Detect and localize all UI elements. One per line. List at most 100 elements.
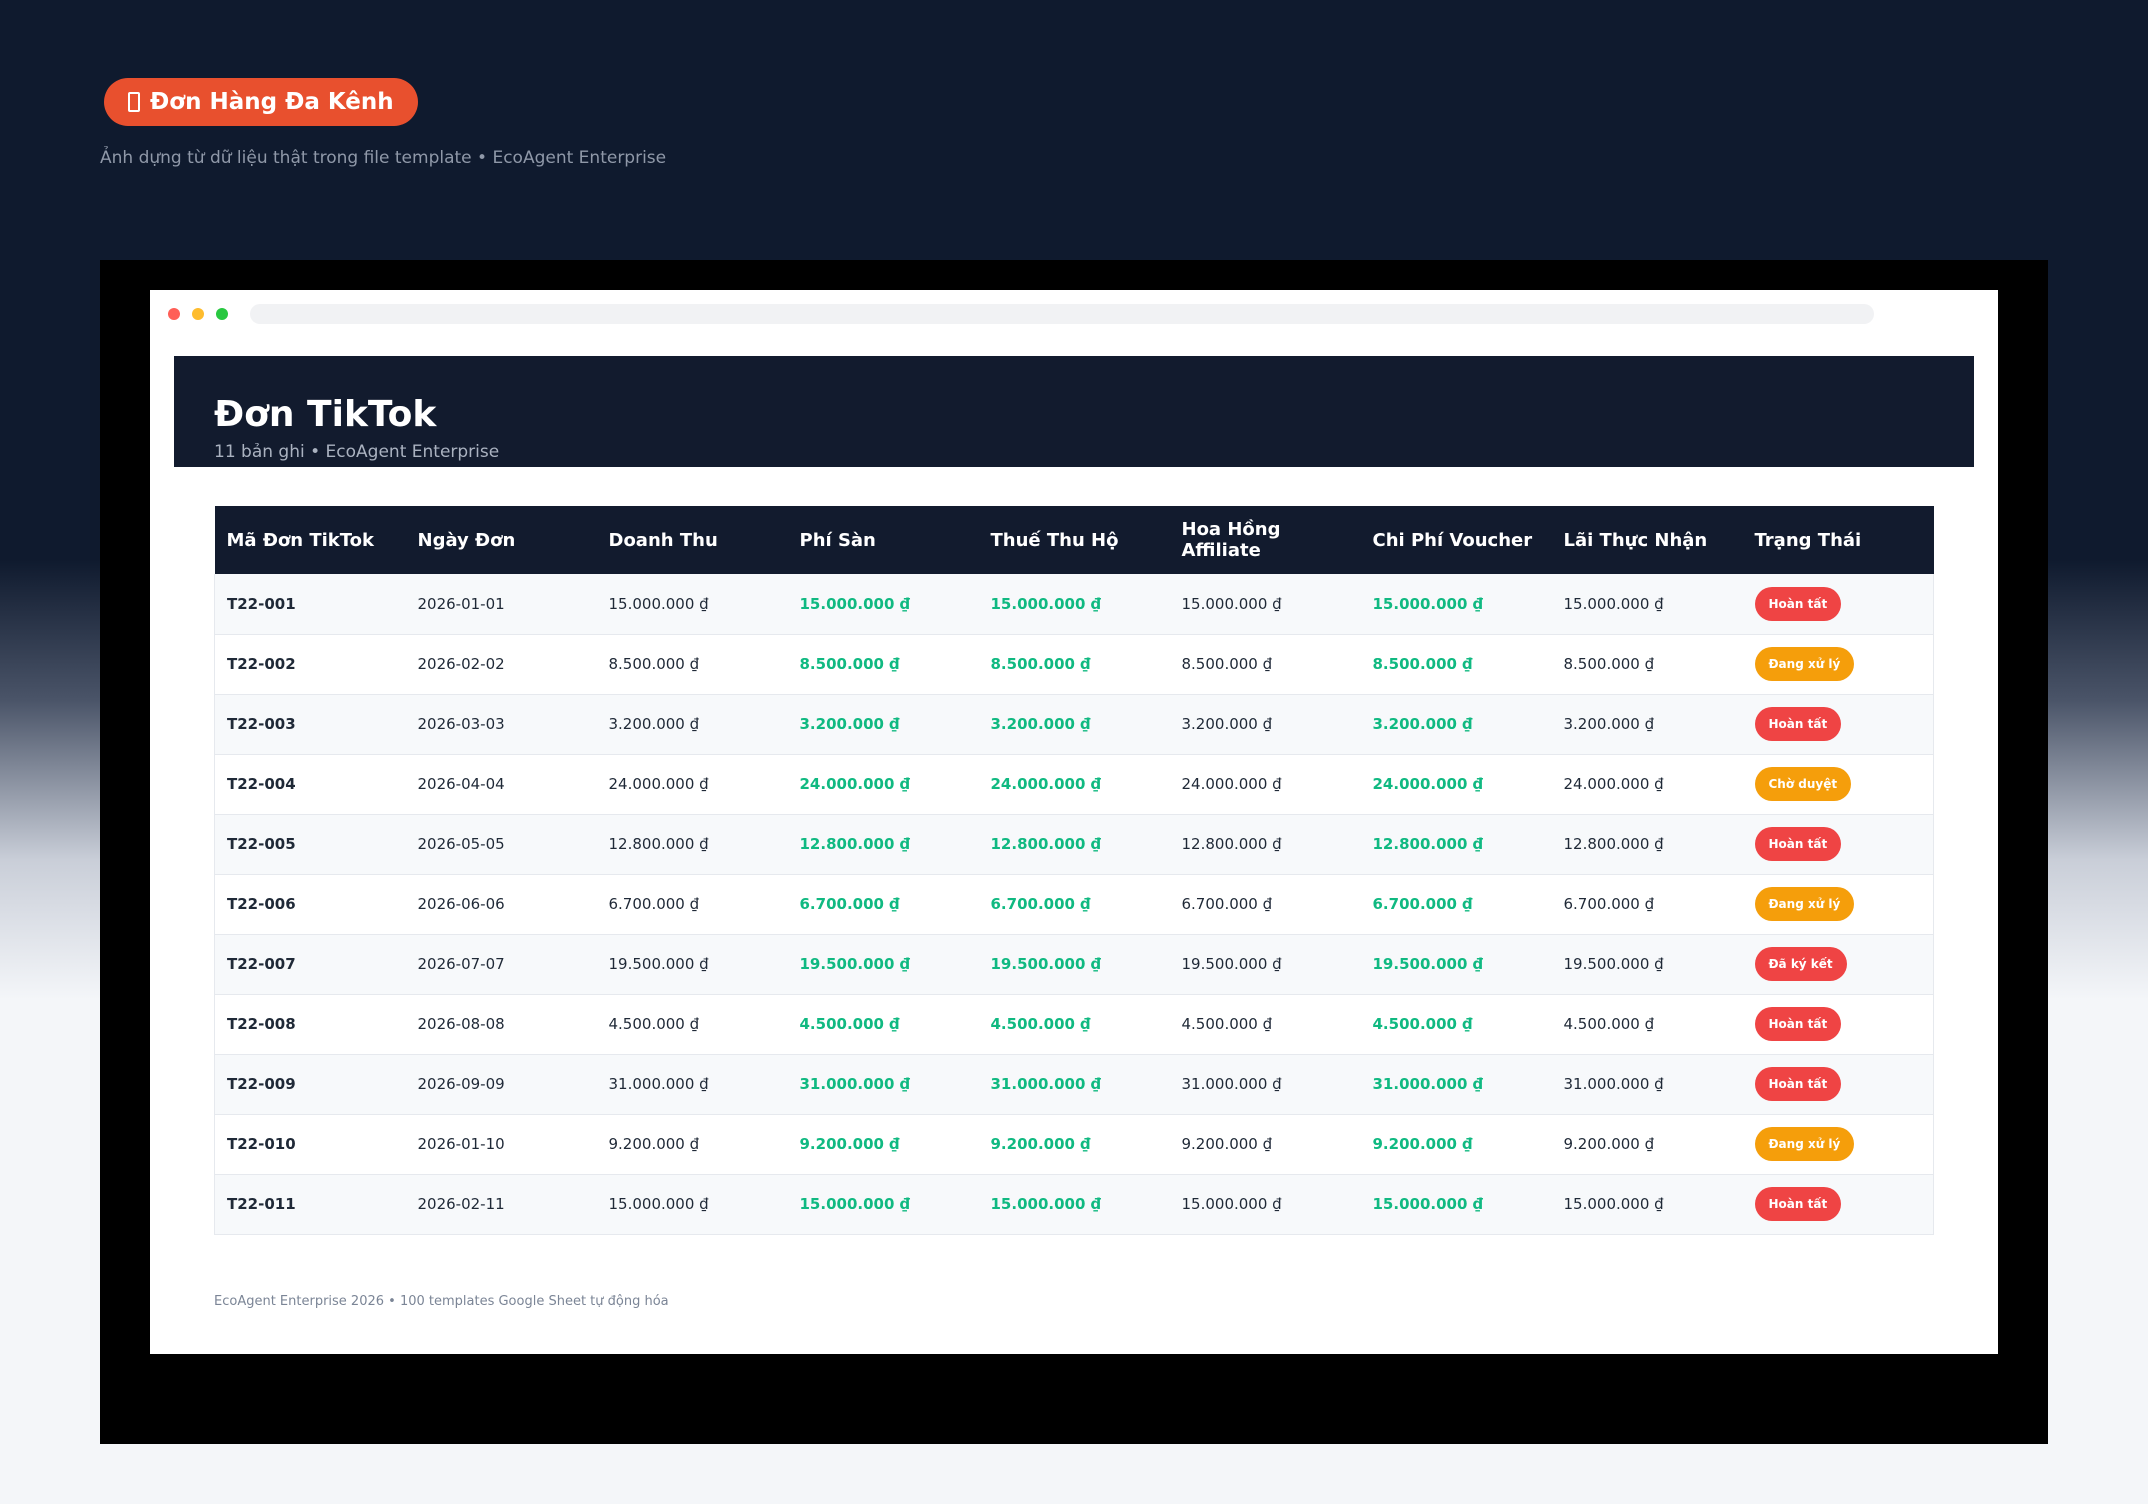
footer-note: EcoAgent Enterprise 2026 • 100 templates… (214, 1294, 669, 1309)
table-cell: T22-003 (214, 694, 406, 755)
status-badge: Hoàn tất (1754, 707, 1842, 741)
table-cell: 15.000.000 ₫ (1360, 1174, 1552, 1235)
status-badge: Đang xử lý (1754, 1127, 1855, 1161)
table-row[interactable]: T22-009 2026-09-09 31.000.000 ₫ 31.000.000 … (214, 1054, 1934, 1115)
table-cell: 3.200.000 ₫ (978, 694, 1170, 755)
table-cell: 15.000.000 ₫ (596, 1174, 788, 1235)
table-cell: 19.500.000 ₫ (978, 934, 1170, 995)
table-cell: 6.700.000 ₫ (596, 874, 788, 935)
table-cell: 24.000.000 ₫ (787, 754, 979, 815)
table-row[interactable]: T22-007 2026-07-07 19.500.000 ₫ 19.500.000 … (214, 934, 1934, 995)
table-cell: 15.000.000 ₫ (1551, 574, 1743, 635)
column-header[interactable]: Trạng Thái (1742, 506, 1934, 574)
table-cell: 31.000.000 ₫ (978, 1054, 1170, 1115)
table-cell: 6.700.000 ₫ (1360, 874, 1552, 935)
table-cell: T22-008 (214, 994, 406, 1055)
table-row[interactable]: T22-011 2026-02-11 15.000.000 ₫ 15.000.000 … (214, 1174, 1934, 1235)
table-row[interactable]: T22-002 2026-02-02 8.500.000 ₫ 8.500.000 ₫ 8… (214, 634, 1934, 695)
table-cell: Đã ký kết (1742, 934, 1934, 995)
table-cell: 6.700.000 ₫ (1551, 874, 1743, 935)
status-badge: Đang xử lý (1754, 647, 1855, 681)
table-cell: 4.500.000 ₫ (1360, 994, 1552, 1055)
table-cell: 8.500.000 ₫ (1360, 634, 1552, 695)
column-header[interactable]: Phí Sàn (787, 506, 979, 574)
table-cell: 3.200.000 ₫ (1360, 694, 1552, 755)
table-cell: 9.200.000 ₫ (596, 1114, 788, 1175)
status-badge: Chờ duyệt (1754, 767, 1852, 801)
table-cell: 8.500.000 ₫ (1551, 634, 1743, 695)
orders-table: Mã Đơn TikTok Ngày Đơn Doanh Thu Phí Sàn Thu… (214, 506, 1934, 1235)
table-cell: 31.000.000 ₫ (1169, 1054, 1361, 1115)
minimize-window-icon[interactable] (192, 308, 204, 320)
table-cell: 9.200.000 ₫ (978, 1114, 1170, 1175)
column-header[interactable]: Mã Đơn TikTok (214, 506, 406, 574)
status-badge: Đang xử lý (1754, 887, 1855, 921)
table-cell: Hoàn tất (1742, 574, 1934, 635)
banner-caption: Ảnh dựng từ dữ liệu thật trong file temp… (100, 148, 667, 168)
channel-badge: Đơn Hàng Đa Kênh (104, 78, 418, 126)
table-cell: Hoàn tất (1742, 994, 1934, 1055)
browser-window: Đơn TikTok 11 bản ghi • EcoAgent Enterpr… (150, 290, 1998, 1354)
table-cell: 31.000.000 ₫ (596, 1054, 788, 1115)
column-header[interactable]: Hoa Hồng Affiliate (1169, 506, 1361, 574)
table-cell: 12.800.000 ₫ (1360, 814, 1552, 875)
table-cell: T22-011 (214, 1174, 406, 1235)
table-cell: Chờ duyệt (1742, 754, 1934, 815)
table-cell: 2026-08-08 (405, 994, 597, 1055)
table-cell: T22-002 (214, 634, 406, 695)
table-cell: 31.000.000 ₫ (1360, 1054, 1552, 1115)
status-badge: Hoàn tất (1754, 586, 1842, 621)
table-cell: 15.000.000 ₫ (1551, 1174, 1743, 1235)
table-row[interactable]: T22-003 2026-03-03 3.200.000 ₫ 3.200.000 ₫ 3… (214, 694, 1934, 755)
table-cell: 12.800.000 ₫ (1551, 814, 1743, 875)
table-cell: 2026-02-02 (405, 634, 597, 695)
table-cell: 9.200.000 ₫ (1551, 1114, 1743, 1175)
close-window-icon[interactable] (168, 308, 180, 320)
table-row[interactable]: T22-005 2026-05-05 12.800.000 ₫ 12.800.000 … (214, 814, 1934, 875)
table-cell: 9.200.000 ₫ (787, 1114, 979, 1175)
table-cell: 15.000.000 ₫ (787, 574, 979, 635)
column-header[interactable]: Ngày Đơn (405, 506, 597, 574)
table-row[interactable]: T22-004 2026-04-04 24.000.000 ₫ 24.000.000 … (214, 754, 1934, 815)
table-cell: Hoàn tất (1742, 1054, 1934, 1115)
status-badge: Hoàn tất (1754, 1187, 1842, 1221)
table-cell: 4.500.000 ₫ (1551, 994, 1743, 1055)
column-header[interactable]: Doanh Thu (596, 506, 788, 574)
table-row[interactable]: T22-001 2026-01-01 15.000.000 ₫ 15.000.000 … (214, 574, 1934, 635)
document-icon (128, 92, 140, 112)
table-row[interactable]: T22-008 2026-08-08 4.500.000 ₫ 4.500.000 ₫ 4… (214, 994, 1934, 1055)
table-cell: 19.500.000 ₫ (1169, 934, 1361, 995)
window-titlebar (150, 290, 1998, 334)
column-header[interactable]: Chi Phí Voucher (1360, 506, 1552, 574)
table-cell: Hoàn tất (1742, 814, 1934, 875)
table-row[interactable]: T22-006 2026-06-06 6.700.000 ₫ 6.700.000 ₫ 6… (214, 874, 1934, 935)
column-header[interactable]: Lãi Thực Nhận (1551, 506, 1743, 574)
table-cell: 2026-04-04 (405, 754, 597, 815)
maximize-window-icon[interactable] (216, 308, 228, 320)
table-cell: T22-009 (214, 1054, 406, 1115)
table-cell: Đang xử lý (1742, 1114, 1934, 1175)
table-cell: 2026-06-06 (405, 874, 597, 935)
table-cell: 19.500.000 ₫ (1551, 934, 1743, 995)
table-cell: 8.500.000 ₫ (978, 634, 1170, 695)
table-row[interactable]: T22-010 2026-01-10 9.200.000 ₫ 9.200.000 ₫ 9… (214, 1114, 1934, 1175)
table-cell: 19.500.000 ₫ (596, 934, 788, 995)
table-cell: Hoàn tất (1742, 694, 1934, 755)
table-cell: 24.000.000 ₫ (978, 754, 1170, 815)
status-badge: Hoàn tất (1754, 827, 1842, 861)
table-cell: 6.700.000 ₫ (787, 874, 979, 935)
column-header[interactable]: Thuế Thu Hộ (978, 506, 1170, 574)
table-cell: 4.500.000 ₫ (596, 994, 788, 1055)
table-cell: 4.500.000 ₫ (978, 994, 1170, 1055)
table-cell: 12.800.000 ₫ (596, 814, 788, 875)
table-cell: Đang xử lý (1742, 874, 1934, 935)
table-header-row: Mã Đơn TikTok Ngày Đơn Doanh Thu Phí Sàn Thu… (214, 506, 1934, 574)
address-bar[interactable] (250, 304, 1874, 324)
table-cell: 12.800.000 ₫ (1169, 814, 1361, 875)
table-cell: Đang xử lý (1742, 634, 1934, 695)
table-cell: T22-007 (214, 934, 406, 995)
table-cell: 15.000.000 ₫ (1169, 1174, 1361, 1235)
table-cell: 8.500.000 ₫ (596, 634, 788, 695)
table-cell: 24.000.000 ₫ (1360, 754, 1552, 815)
table-cell: 9.200.000 ₫ (1360, 1114, 1552, 1175)
